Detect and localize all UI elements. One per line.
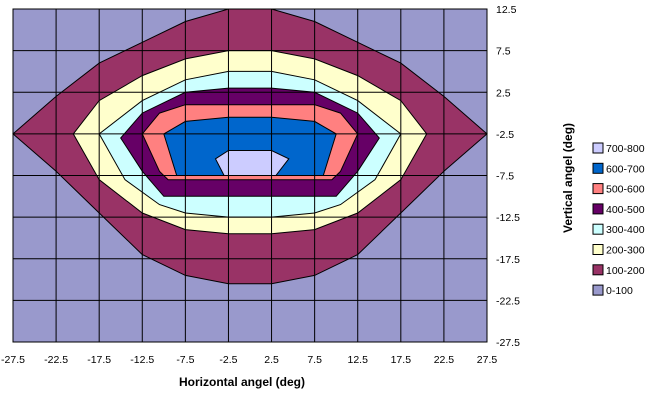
y-tick-label: -22.5 <box>496 295 520 307</box>
plot-area <box>12 8 488 343</box>
x-tick-label: -12.5 <box>130 354 154 366</box>
x-tick-label: -27.5 <box>1 354 25 366</box>
legend-swatch <box>592 142 604 154</box>
x-axis-title: Horizontal angel (deg) <box>179 375 305 389</box>
legend-swatch <box>592 203 604 215</box>
y-axis-title: Vertical angel (deg) <box>561 123 575 233</box>
contour-band-700-800 <box>214 150 290 176</box>
x-tick-label: -22.5 <box>44 354 68 366</box>
x-tick-label: -7.5 <box>176 354 194 366</box>
y-tick-label: -12.5 <box>496 212 520 224</box>
y-tick-label: 2.5 <box>496 87 511 99</box>
legend-label: 100-200 <box>606 265 645 277</box>
legend-swatch <box>592 244 604 255</box>
y-tick-label: 7.5 <box>496 46 511 58</box>
legend-swatch <box>592 183 604 195</box>
y-tick-label: -7.5 <box>496 171 514 183</box>
legend-swatch <box>592 223 604 235</box>
y-tick-label: 12.5 <box>496 4 517 16</box>
x-axis-ticks: -27.5 -22.5 -17.5 -12.5 -7.5 -2.5 2.5 7.5 12.5 17… <box>1 354 497 366</box>
legend-swatch <box>592 162 604 174</box>
plot-border <box>12 8 488 343</box>
legend-label: 700-800 <box>606 143 645 155</box>
legend-label: 0-100 <box>606 285 633 297</box>
legend-label: 200-300 <box>606 245 645 257</box>
y-axis-ticks: 12.5 7.5 2.5 -2.5 -7.5 -12.5 -17.5 -22.5 -27.5 <box>496 4 520 349</box>
x-tick-label: 27.5 <box>477 354 498 366</box>
legend: 700-800 600-700 500-600 400-500 300-400 200-3… <box>592 142 645 297</box>
x-tick-label: 7.5 <box>307 354 322 366</box>
y-tick-label: -2.5 <box>496 129 514 141</box>
x-tick-label: -2.5 <box>219 354 237 366</box>
x-tick-label: 17.5 <box>391 354 412 366</box>
y-tick-label: -17.5 <box>496 254 520 266</box>
x-tick-label: 2.5 <box>264 354 279 366</box>
legend-swatch <box>592 264 604 276</box>
legend-label: 600-700 <box>606 163 645 175</box>
legend-label: 500-600 <box>606 184 645 196</box>
legend-label: 400-500 <box>606 204 645 216</box>
x-tick-label: -17.5 <box>87 354 111 366</box>
x-tick-label: 12.5 <box>348 354 369 366</box>
legend-swatch <box>592 284 604 296</box>
x-tick-label: 22.5 <box>434 354 455 366</box>
y-tick-label: -27.5 <box>496 337 520 349</box>
legend-label: 300-400 <box>606 224 645 236</box>
